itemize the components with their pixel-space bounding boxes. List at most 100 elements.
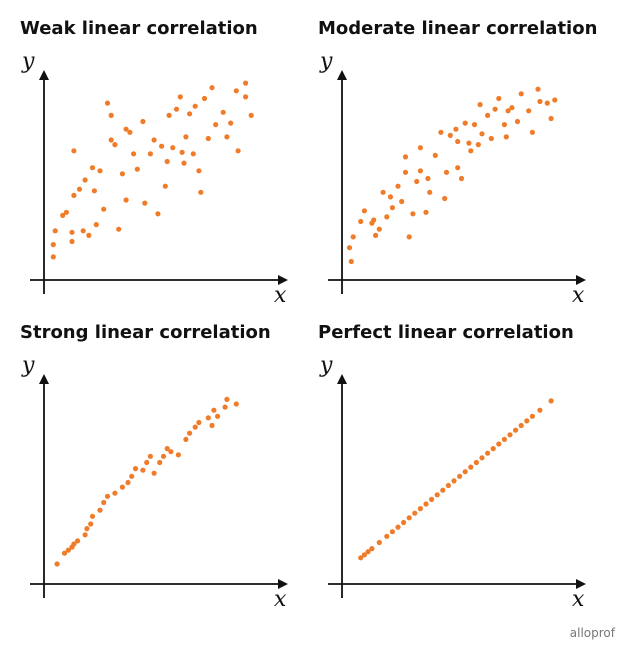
data-point — [443, 169, 450, 175]
data-point — [192, 103, 198, 109]
data-point — [412, 510, 418, 516]
data-point — [529, 413, 535, 419]
y-axis-arrow — [39, 374, 49, 384]
data-point — [164, 446, 170, 452]
data-point — [518, 422, 524, 429]
data-point — [211, 407, 217, 413]
data-point — [445, 482, 451, 489]
data-point — [350, 234, 356, 240]
data-point — [438, 129, 444, 135]
data-point — [54, 561, 60, 567]
data-point — [63, 209, 69, 215]
data-point — [537, 407, 543, 413]
data-point — [233, 88, 239, 94]
data-point — [97, 168, 103, 174]
data-point — [387, 194, 394, 200]
data-point — [468, 464, 474, 470]
data-point — [462, 120, 468, 126]
data-point — [166, 112, 172, 118]
data-point — [123, 126, 129, 132]
data-point — [142, 200, 148, 206]
data-point — [358, 555, 364, 561]
x-axis-arrow — [576, 579, 586, 589]
data-point — [406, 515, 412, 521]
data-point — [376, 539, 382, 546]
scatter-plot: yx — [21, 49, 288, 308]
data-point — [473, 459, 479, 466]
x-axis-arrow — [278, 275, 288, 285]
data-point — [425, 175, 431, 182]
data-point — [544, 100, 550, 106]
data-point — [140, 118, 146, 125]
y-axis-label: y — [21, 49, 35, 74]
data-point — [401, 519, 407, 526]
data-point — [455, 138, 461, 145]
data-point — [526, 108, 532, 114]
data-point — [509, 105, 515, 111]
data-point — [89, 165, 96, 171]
data-point — [475, 142, 481, 148]
data-point — [427, 189, 433, 195]
data-point — [513, 427, 519, 433]
data-point — [196, 168, 202, 174]
data-point — [112, 142, 118, 148]
data-point — [479, 455, 485, 461]
data-point — [447, 132, 453, 138]
scatter-plot: yx — [319, 49, 586, 308]
data-point — [414, 178, 420, 185]
data-point — [71, 192, 77, 198]
data-point — [233, 401, 239, 407]
data-point — [88, 521, 94, 527]
data-point — [71, 541, 77, 547]
data-point — [209, 85, 215, 91]
data-point — [129, 473, 135, 479]
data-point — [395, 183, 401, 189]
data-point — [361, 208, 367, 214]
data-point — [201, 95, 208, 102]
data-point — [220, 109, 226, 115]
data-point — [164, 158, 170, 165]
scatter-plot: yx — [21, 353, 288, 612]
data-point — [479, 131, 485, 137]
data-point — [75, 538, 81, 544]
data-point — [501, 122, 507, 128]
data-point — [224, 134, 230, 140]
data-point — [423, 501, 429, 507]
data-point — [104, 100, 111, 106]
data-point — [440, 487, 446, 493]
data-point — [384, 214, 390, 220]
data-point — [170, 145, 176, 151]
data-point — [468, 148, 474, 154]
data-point — [228, 120, 234, 126]
data-point — [60, 212, 66, 218]
data-point — [455, 165, 461, 171]
data-point — [52, 228, 58, 234]
x-axis-label: x — [274, 283, 287, 308]
chart-title: Weak linear correlation — [20, 18, 258, 39]
data-point — [432, 152, 438, 158]
data-point — [134, 166, 140, 172]
data-point — [496, 441, 502, 447]
chart-title: Moderate linear correlation — [318, 18, 598, 39]
data-point — [552, 97, 558, 103]
data-point — [548, 398, 554, 404]
data-point — [466, 140, 472, 146]
data-point — [524, 418, 530, 424]
data-point — [490, 446, 496, 452]
y-axis-arrow — [337, 374, 347, 384]
data-point — [451, 478, 457, 484]
data-point — [116, 226, 122, 232]
data-point — [187, 111, 193, 117]
data-point — [127, 129, 133, 135]
data-point — [501, 436, 507, 442]
data-point — [125, 479, 131, 486]
data-point — [518, 91, 524, 97]
y-axis-label: y — [21, 353, 35, 378]
data-point — [514, 118, 521, 125]
data-point — [529, 129, 535, 135]
data-point — [410, 211, 416, 217]
data-point — [376, 226, 382, 232]
data-point — [168, 449, 174, 455]
data-point — [162, 183, 168, 189]
